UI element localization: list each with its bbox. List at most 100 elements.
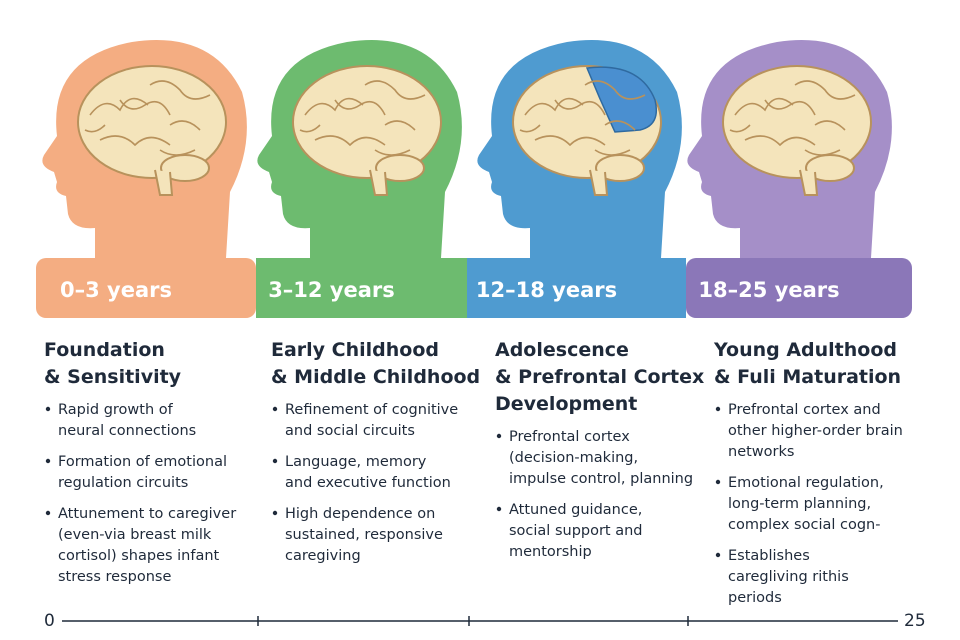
brain-fold: [159, 149, 196, 156]
bullet-text: Emotional regulation,: [728, 475, 884, 491]
brain-fold: [734, 97, 794, 116]
brain-fold: [764, 99, 816, 116]
bullet-text: (even-via breast milk: [58, 527, 212, 543]
stage-title: Development: [495, 393, 637, 415]
brain-fold: [534, 135, 606, 147]
bullet-text: Attuned guidance,: [509, 502, 642, 518]
bullet-text: stress response: [58, 569, 171, 585]
brain-fold: [119, 99, 171, 116]
brain-fold: [149, 80, 211, 100]
brain-fold: [169, 120, 201, 131]
age-band: [36, 258, 256, 318]
bullet-dot: [715, 406, 721, 412]
brain-fold: [374, 149, 411, 156]
head: [42, 40, 247, 259]
brainstem: [799, 169, 819, 196]
bullet-dot: [715, 552, 721, 558]
brain-fold: [89, 97, 149, 116]
bullet-text: Formation of emotional: [58, 454, 227, 470]
brain-fold: [314, 135, 386, 147]
brainstem: [589, 169, 609, 196]
brain-fold: [584, 80, 646, 100]
brain-fold: [814, 120, 846, 131]
bullet-dot: [45, 510, 51, 516]
brain-fold: [594, 149, 631, 156]
brainstem: [154, 169, 174, 196]
brain-fold: [729, 124, 751, 133]
age-band: [256, 258, 467, 318]
bullet-text: (decision-making,: [509, 450, 638, 466]
bullet-text: networks: [728, 444, 794, 460]
bullet-text: High dependence on: [285, 506, 435, 522]
age-band: [686, 258, 912, 318]
brain-fold: [304, 97, 364, 116]
bullet-text: regulation circuits: [58, 475, 188, 491]
bullet-text: Attunement to caregiver: [58, 506, 236, 522]
age-label: 18–25 years: [698, 278, 839, 302]
cerebellum: [805, 154, 855, 182]
bullet-dot: [272, 458, 278, 464]
bullet-text: Language, memory: [285, 454, 427, 470]
bullet-text: impulse control, planning: [509, 471, 693, 487]
head: [477, 40, 682, 259]
brain-fold: [524, 97, 584, 116]
prefrontal-highlight: [585, 66, 658, 133]
bullet-text: mentorship: [509, 544, 592, 560]
brain-fold: [744, 135, 816, 147]
brain-fold: [84, 124, 106, 133]
bullet-dot: [496, 506, 502, 512]
timeline-start: 0: [44, 611, 55, 631]
bullet-text: Establishes: [728, 548, 810, 564]
brain-fold: [804, 149, 841, 156]
timeline-end: 25: [904, 611, 926, 631]
brain-fold: [334, 99, 386, 116]
cerebellum: [595, 154, 645, 182]
brain-fold: [364, 80, 426, 100]
bullet-text: neural connections: [58, 423, 196, 439]
brain: [77, 65, 227, 179]
bullet-text: Refinement of cognitive: [285, 402, 458, 418]
brain-fold: [519, 124, 541, 133]
brain-fold: [794, 80, 856, 100]
head: [687, 40, 892, 259]
bullet-dot: [496, 433, 502, 439]
brain: [292, 65, 442, 179]
bullet-text: caregiving: [285, 548, 361, 564]
bullet-text: other higher-order brain: [728, 423, 903, 439]
cerebellum: [375, 154, 425, 182]
bullet-text: and social circuits: [285, 423, 415, 439]
stage-title: & Sensitivity: [44, 366, 182, 388]
bullet-text: sustained, responsive: [285, 527, 443, 543]
stage-title: Young Adulthood: [713, 339, 897, 361]
stage-title: & Fuli Maturation: [714, 366, 901, 388]
stage-title: & Prefrontal Cortex: [495, 366, 704, 388]
brain: [722, 65, 872, 179]
brain-fold: [384, 120, 416, 131]
bullet-text: Prefrontal cortex: [509, 429, 630, 445]
brainstem: [369, 169, 389, 196]
stage-title: Adolescence: [495, 339, 629, 361]
brain-fold: [99, 135, 171, 147]
bullet-text: Prefrontal cortex and: [728, 402, 881, 418]
cerebellum: [160, 154, 210, 182]
brain-fold: [604, 120, 636, 131]
age-label: 0–3 years: [60, 278, 172, 302]
bullet-text: and executive function: [285, 475, 451, 491]
brain-fold: [299, 124, 321, 133]
brain-fold: [554, 99, 606, 116]
bullet-text: Rapid growth of: [58, 402, 174, 418]
bullet-dot: [715, 479, 721, 485]
bullet-text: cortisol) shapes infant: [58, 548, 220, 564]
stage-title: Early Childhood: [271, 339, 439, 361]
bullet-text: long-term planning,: [728, 496, 871, 512]
age-band: [467, 258, 686, 318]
stage-title: & Middle Childhood: [271, 366, 480, 388]
bullet-dot: [272, 406, 278, 412]
bullet-dot: [272, 510, 278, 516]
bullet-text: periods: [728, 590, 782, 606]
bullet-text: complex social cogn-: [728, 517, 880, 533]
age-label: 3–12 years: [268, 278, 395, 302]
bullet-dot: [45, 458, 51, 464]
bullet-text: caregliving rithis: [728, 569, 849, 585]
